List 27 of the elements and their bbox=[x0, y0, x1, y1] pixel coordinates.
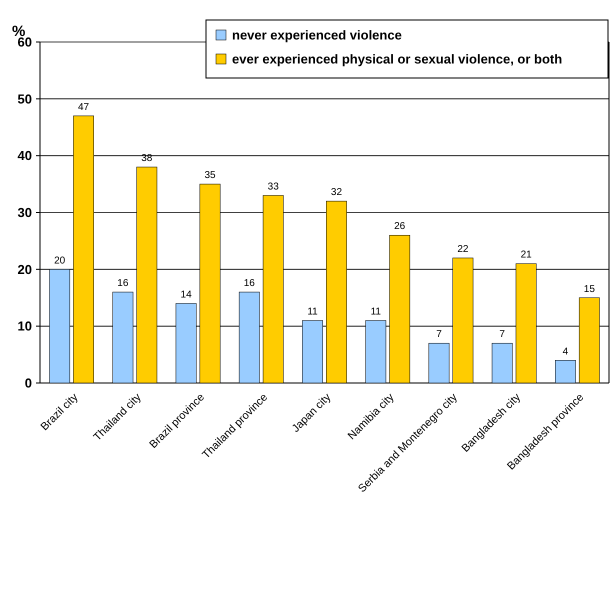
data-label: 35 bbox=[204, 170, 216, 182]
data-label: 16 bbox=[117, 278, 129, 290]
data-label: 15 bbox=[584, 284, 596, 295]
data-label: 21 bbox=[520, 250, 532, 261]
y-tick-label: 20 bbox=[18, 262, 32, 277]
data-label: 33 bbox=[268, 181, 280, 192]
data-label: 4 bbox=[562, 346, 569, 358]
data-label: 32 bbox=[330, 187, 342, 198]
data-label: 20 bbox=[54, 255, 66, 266]
legend-label: never experienced violence bbox=[232, 28, 402, 43]
data-label: 38 bbox=[141, 153, 153, 164]
legend-label: ever experienced physical or sexual violence, or both bbox=[232, 52, 562, 67]
data-label: 47 bbox=[78, 102, 90, 113]
y-tick-label: 30 bbox=[18, 205, 32, 220]
y-tick-label: 0 bbox=[24, 376, 32, 391]
data-label: 22 bbox=[457, 244, 469, 255]
data-label: 16 bbox=[244, 278, 256, 290]
y-tick-label: 60 bbox=[18, 34, 32, 50]
data-label: 7 bbox=[436, 329, 442, 340]
data-label: 7 bbox=[499, 329, 506, 340]
data-label: 11 bbox=[370, 306, 382, 318]
y-tick-label: 50 bbox=[18, 91, 32, 106]
data-label: 14 bbox=[180, 289, 192, 300]
y-tick-label: 10 bbox=[18, 318, 32, 334]
data-label: 11 bbox=[307, 306, 318, 318]
y-tick-label: 40 bbox=[18, 148, 32, 164]
data-label: 26 bbox=[394, 221, 406, 232]
